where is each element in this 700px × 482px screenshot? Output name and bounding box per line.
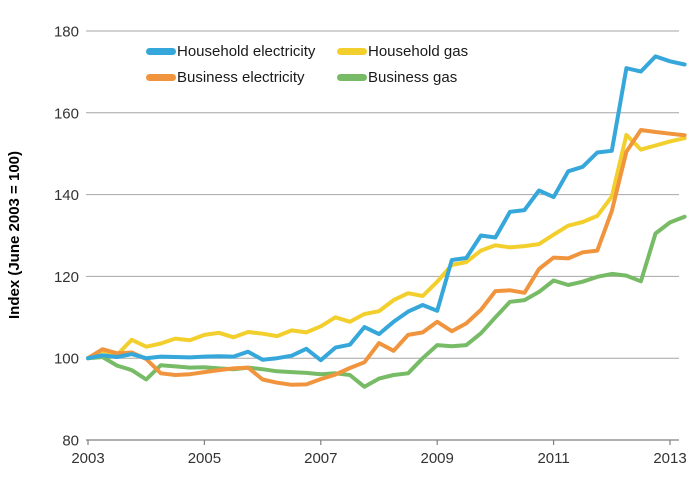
x-tick-label-2003: 2003 bbox=[71, 450, 104, 467]
legend-item-household-electricity: Household electricity bbox=[146, 44, 337, 59]
x-tick-label-2005: 2005 bbox=[188, 450, 221, 467]
y-tick-label-80: 80 bbox=[62, 433, 79, 450]
series-lines bbox=[86, 54, 687, 389]
legend-label: Household gas bbox=[368, 43, 469, 60]
series-line-household-electricity bbox=[86, 54, 687, 363]
axis-tick-labels: 2003 2005 2007 2009 2011 2013 80 100 120 140 160 18… bbox=[54, 24, 687, 468]
series-line-household-gas bbox=[86, 132, 687, 361]
y-tick-label-100: 100 bbox=[54, 351, 79, 368]
x-tick-label-2013: 2013 bbox=[653, 450, 686, 467]
gridlines bbox=[86, 30, 679, 359]
y-tick-label-160: 160 bbox=[54, 105, 79, 122]
series-line-business-electricity bbox=[86, 128, 687, 387]
household-gas-swatch-icon bbox=[337, 48, 367, 55]
business-gas-swatch-icon bbox=[337, 74, 367, 81]
legend-item-business-gas: Business gas bbox=[337, 70, 468, 85]
series-line-business-gas bbox=[86, 214, 687, 389]
legend-label: Household electricity bbox=[177, 43, 316, 60]
x-tick-label-2007: 2007 bbox=[304, 450, 337, 467]
household-electricity-swatch-icon bbox=[146, 48, 176, 55]
x-tick-label-2009: 2009 bbox=[421, 450, 454, 467]
y-tick-label-180: 180 bbox=[54, 24, 79, 41]
legend-label: Business gas bbox=[368, 69, 458, 86]
chart-legend: Household electricity Household gas Busi… bbox=[146, 40, 468, 89]
x-tick-label-2011: 2011 bbox=[537, 450, 569, 467]
business-electricity-swatch-icon bbox=[146, 74, 176, 81]
legend-item-household-gas: Household gas bbox=[337, 44, 468, 59]
y-tick-label-120: 120 bbox=[54, 269, 79, 286]
y-axis-title: Index (June 2003 = 100) bbox=[6, 151, 23, 319]
legend-item-business-electricity: Business electricity bbox=[146, 70, 337, 85]
legend-label: Business electricity bbox=[177, 69, 305, 86]
y-tick-label-140: 140 bbox=[54, 187, 79, 204]
x-axis bbox=[86, 439, 679, 445]
